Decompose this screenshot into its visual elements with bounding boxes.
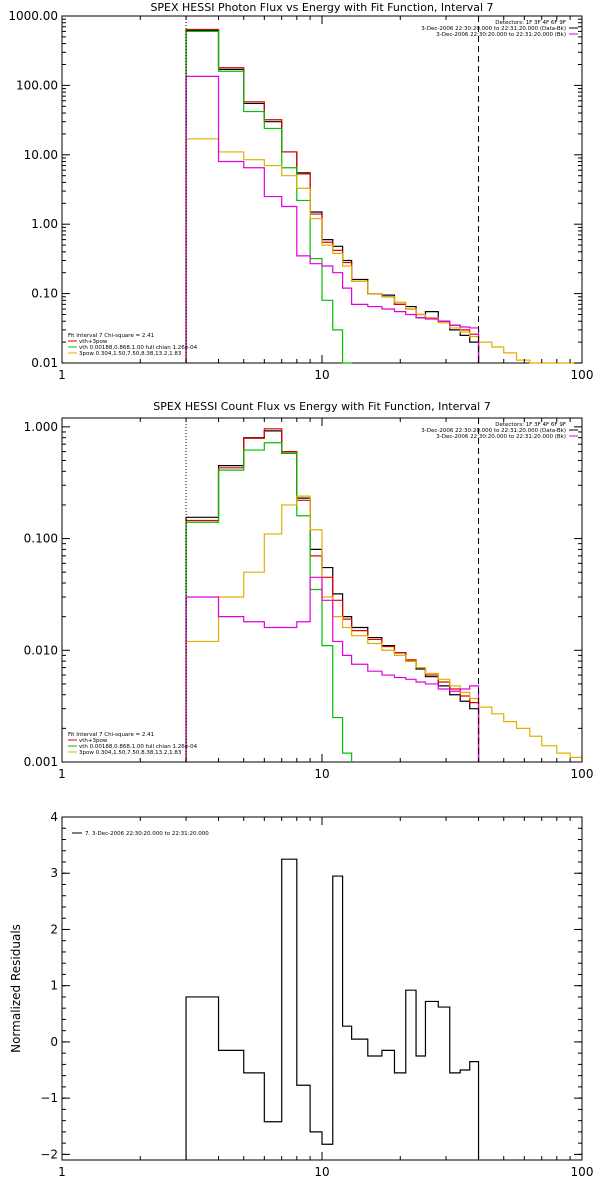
photon-flux-title: SPEX HESSI Photon Flux vs Energy with Fi… <box>150 1 493 14</box>
legend-bottom-left-entry: vth 0.00188,0.868,1.00 full chian 1.26e-… <box>79 744 198 750</box>
legend-top-right-entry: 3-Dec-2006 22:30:20.000 to 22:31:20.000 … <box>436 434 566 440</box>
legend-bottom-left-entry: vth+3pow <box>79 738 108 744</box>
legend-bottom-left-entry: 3pow 0.304,1.50,7.50,8.38,13.2,1.83 <box>79 750 182 756</box>
legend-top-right-entry: 3-Dec-2006 22:30:20.000 to 22:31:20.000 … <box>421 428 566 434</box>
series-1-step-line <box>185 430 480 762</box>
photon-flux-plot-frame <box>61 15 583 364</box>
residuals-panel: Normalized Residuals 1 10 100 −2 −1 0 1 2 3 4 7. … <box>9 810 593 1179</box>
y-tick-label: 0.010 <box>24 643 58 657</box>
y-tick-label: 4 <box>50 810 58 824</box>
x-tick-label: 1 <box>58 1165 66 1179</box>
x-tick-label: 100 <box>571 767 594 781</box>
y-tick-label: 0 <box>50 1035 58 1049</box>
residuals-y-axis-label: Normalized Residuals <box>9 924 23 1053</box>
series-4-step-line <box>185 495 583 762</box>
y-tick-label: 3 <box>50 866 58 880</box>
legend-top-right-entry: 3-Dec-2006 22:30:20.000 to 22:31:20.000 … <box>436 32 566 38</box>
y-tick-label: 0.100 <box>24 532 58 546</box>
series-5-step-line <box>185 75 480 363</box>
series-2-step-line <box>185 428 480 762</box>
x-tick-label: 100 <box>571 368 594 382</box>
legend-bottom-left-entry: 3pow 0.304,1.50,7.50,8.38,13.2,1.83 <box>79 351 182 357</box>
x-tick-label: 1 <box>58 368 66 382</box>
y-tick-label: −2 <box>40 1147 58 1161</box>
x-tick-label: 10 <box>314 1165 329 1179</box>
legend-top-right-entry: 3-Dec-2006 22:30:20.000 to 22:31:20.000 … <box>421 26 566 32</box>
y-tick-label: 0.001 <box>24 755 58 769</box>
series-3-step-line <box>185 30 352 364</box>
x-tick-label: 10 <box>314 767 329 781</box>
y-tick-label: 1000.00 <box>8 9 58 23</box>
y-tick-label: 2 <box>50 922 58 936</box>
y-tick-label: −1 <box>40 1091 58 1105</box>
series-1-step-line <box>185 858 480 1160</box>
y-tick-label: 0.10 <box>31 287 58 301</box>
photon-flux-panel: SPEX HESSI Photon Flux vs Energy with Fi… <box>8 1 593 382</box>
legend-top-right-entry: Detectors: 1F 3F 4F 6F 9F <box>495 422 566 428</box>
y-tick-label: 0.01 <box>31 356 58 370</box>
series-5-step-line <box>185 576 480 762</box>
legend-top-left-entry: 7. 3-Dec-2006 22:30:20.000 to 22:31:20.0… <box>85 831 209 837</box>
y-tick-label: 100.00 <box>16 78 58 92</box>
x-tick-label: 1 <box>58 767 66 781</box>
y-tick-label: 1.00 <box>31 217 58 231</box>
legend-bottom-left-entry: Fit Interval 7 Chi-square = 2.41 <box>68 333 154 339</box>
residuals-plot-frame <box>61 816 583 1161</box>
legend-bottom-left-entry: vth+3pow <box>79 339 108 345</box>
count-flux-title: SPEX HESSI Count Flux vs Energy with Fit… <box>153 400 490 413</box>
x-tick-label: 10 <box>314 368 329 382</box>
y-tick-label: 1.000 <box>24 420 58 434</box>
count-flux-panel: SPEX HESSI Count Flux vs Energy with Fit… <box>24 400 594 781</box>
legend-bottom-left-entry: vth 0.00188,0.868,1.00 full chian 1.26e-… <box>79 345 198 351</box>
series-4-step-line <box>185 138 582 364</box>
x-tick-label: 100 <box>571 1165 594 1179</box>
legend-bottom-left-entry: Fit Interval 7 Chi-square = 2.41 <box>68 732 154 738</box>
legend-top-right-entry: Detectors: 1F 3F 4F 6F 9F <box>495 20 566 26</box>
y-tick-label: 10.00 <box>24 148 58 162</box>
y-tick-label: 1 <box>50 979 58 993</box>
series-3-step-line <box>185 442 353 762</box>
